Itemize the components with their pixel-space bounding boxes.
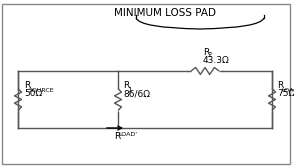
Text: LOAD: LOAD xyxy=(281,88,294,93)
Text: 50Ω: 50Ω xyxy=(24,89,42,98)
Text: 2: 2 xyxy=(208,52,212,58)
Text: 86/6Ω: 86/6Ω xyxy=(123,89,150,98)
Text: 1: 1 xyxy=(128,87,132,93)
Text: 75Ω: 75Ω xyxy=(277,89,294,98)
Text: R: R xyxy=(114,132,120,141)
Text: R: R xyxy=(203,48,209,57)
Text: MINIMUM LOSS PAD: MINIMUM LOSS PAD xyxy=(114,8,216,18)
Text: SOURCE: SOURCE xyxy=(29,88,54,93)
Text: R: R xyxy=(123,82,129,90)
Text: 43.3Ω: 43.3Ω xyxy=(203,56,230,65)
Text: R: R xyxy=(277,82,283,90)
Text: R: R xyxy=(24,82,30,90)
Text: LOAD': LOAD' xyxy=(118,132,138,137)
